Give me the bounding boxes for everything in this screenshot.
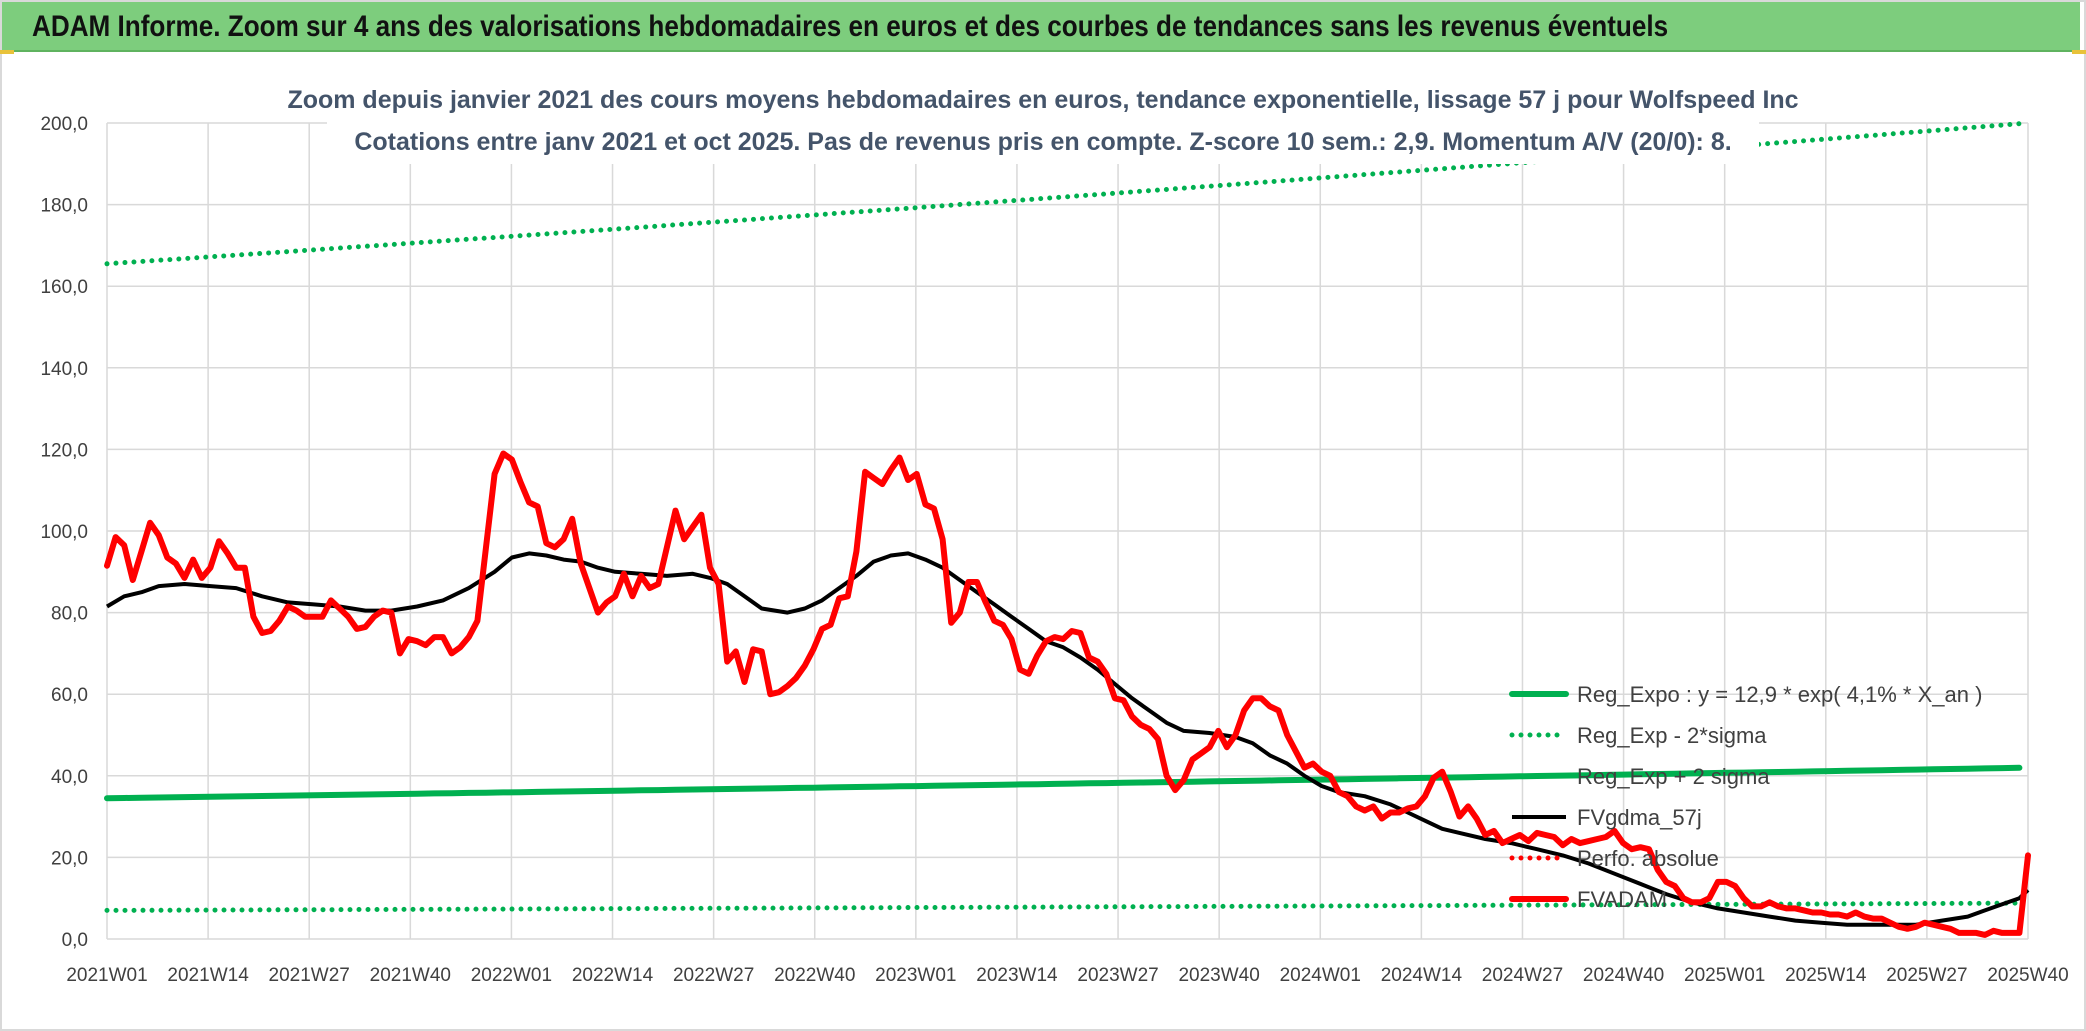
x-tick-label: 2023W27: [1077, 965, 1158, 986]
y-tick-label: 120,0: [40, 440, 88, 461]
x-tick-label: 2025W14: [1785, 965, 1867, 986]
y-tick-label: 200,0: [40, 114, 88, 135]
y-axis-ticks: 0,0 20,0 40,0 60,0 80,0 100,0 120,0 140,0 160,0 1…: [40, 114, 88, 951]
x-tick-label: 2023W40: [1178, 965, 1259, 986]
x-tick-label: 2025W27: [1886, 965, 1967, 986]
fvadam-line: [104, 450, 2031, 938]
legend-reg-expo-label: Reg_Expo : y = 12,9 * exp( 4,1% * X_an ): [1577, 682, 1982, 707]
y-tick-label: 140,0: [40, 359, 88, 380]
x-tick-label: 2024W27: [1482, 965, 1563, 986]
x-axis-ticks: 2021W01 2021W14 2021W27 2021W40 2022W01 2022W…: [66, 965, 2068, 986]
banner-accent-right: [2072, 50, 2086, 54]
x-tick-label: 2021W14: [167, 965, 249, 986]
chart-title-line2: Cotations entre janv 2021 et oct 2025. P…: [354, 128, 1731, 156]
legend-reg-minus-label: Reg_Exp - 2*sigma: [1577, 723, 1767, 748]
reg-expo-line: [104, 764, 2023, 802]
chart-title-box: [327, 76, 1759, 164]
x-tick-label: 2022W14: [572, 965, 654, 986]
fvgdma-57j-line: [105, 551, 2030, 927]
x-tick-label: 2024W40: [1583, 965, 1664, 986]
legend-fvgdma-label: FVgdma_57j: [1577, 805, 1702, 830]
banner-accent-left: [0, 50, 14, 54]
y-tick-label: 40,0: [51, 767, 88, 788]
header-banner: ADAM Informe. Zoom sur 4 ans des valoris…: [2, 2, 2080, 52]
x-tick-label: 2024W01: [1280, 965, 1361, 986]
x-tick-label: 2023W01: [875, 965, 956, 986]
y-tick-label: 180,0: [40, 196, 88, 217]
y-tick-label: 0,0: [62, 930, 88, 951]
legend: Reg_Expo : y = 12,9 * exp( 4,1% * X_an )…: [1509, 682, 1982, 912]
x-tick-label: 2023W14: [976, 965, 1058, 986]
report-title: ADAM Informe. Zoom sur 4 ans des valoris…: [32, 10, 1669, 43]
x-tick-label: 2024W14: [1381, 965, 1463, 986]
x-tick-label: 2025W40: [1987, 965, 2068, 986]
legend-fvadam-label: FVADAM: [1577, 887, 1667, 912]
chart-title-line1: Zoom depuis janvier 2021 des cours moyen…: [287, 86, 1798, 114]
x-tick-label: 2022W01: [471, 965, 552, 986]
y-tick-label: 20,0: [51, 848, 88, 869]
x-tick-label: 2025W01: [1684, 965, 1765, 986]
y-tick-label: 80,0: [51, 604, 88, 625]
x-tick-label: 2021W01: [66, 965, 147, 986]
y-tick-label: 160,0: [40, 277, 88, 298]
y-tick-label: 60,0: [51, 685, 88, 706]
x-tick-label: 2022W27: [673, 965, 754, 986]
series-lines: [104, 121, 2031, 938]
x-tick-label: 2021W27: [269, 965, 350, 986]
x-tick-label: 2022W40: [774, 965, 855, 986]
legend-perfo-label: Perfo. absolue: [1577, 846, 1719, 871]
x-tick-label: 2021W40: [370, 965, 451, 986]
legend-reg-plus-label: Reg_Exp + 2 sigma: [1577, 764, 1770, 789]
y-tick-label: 100,0: [40, 522, 88, 543]
